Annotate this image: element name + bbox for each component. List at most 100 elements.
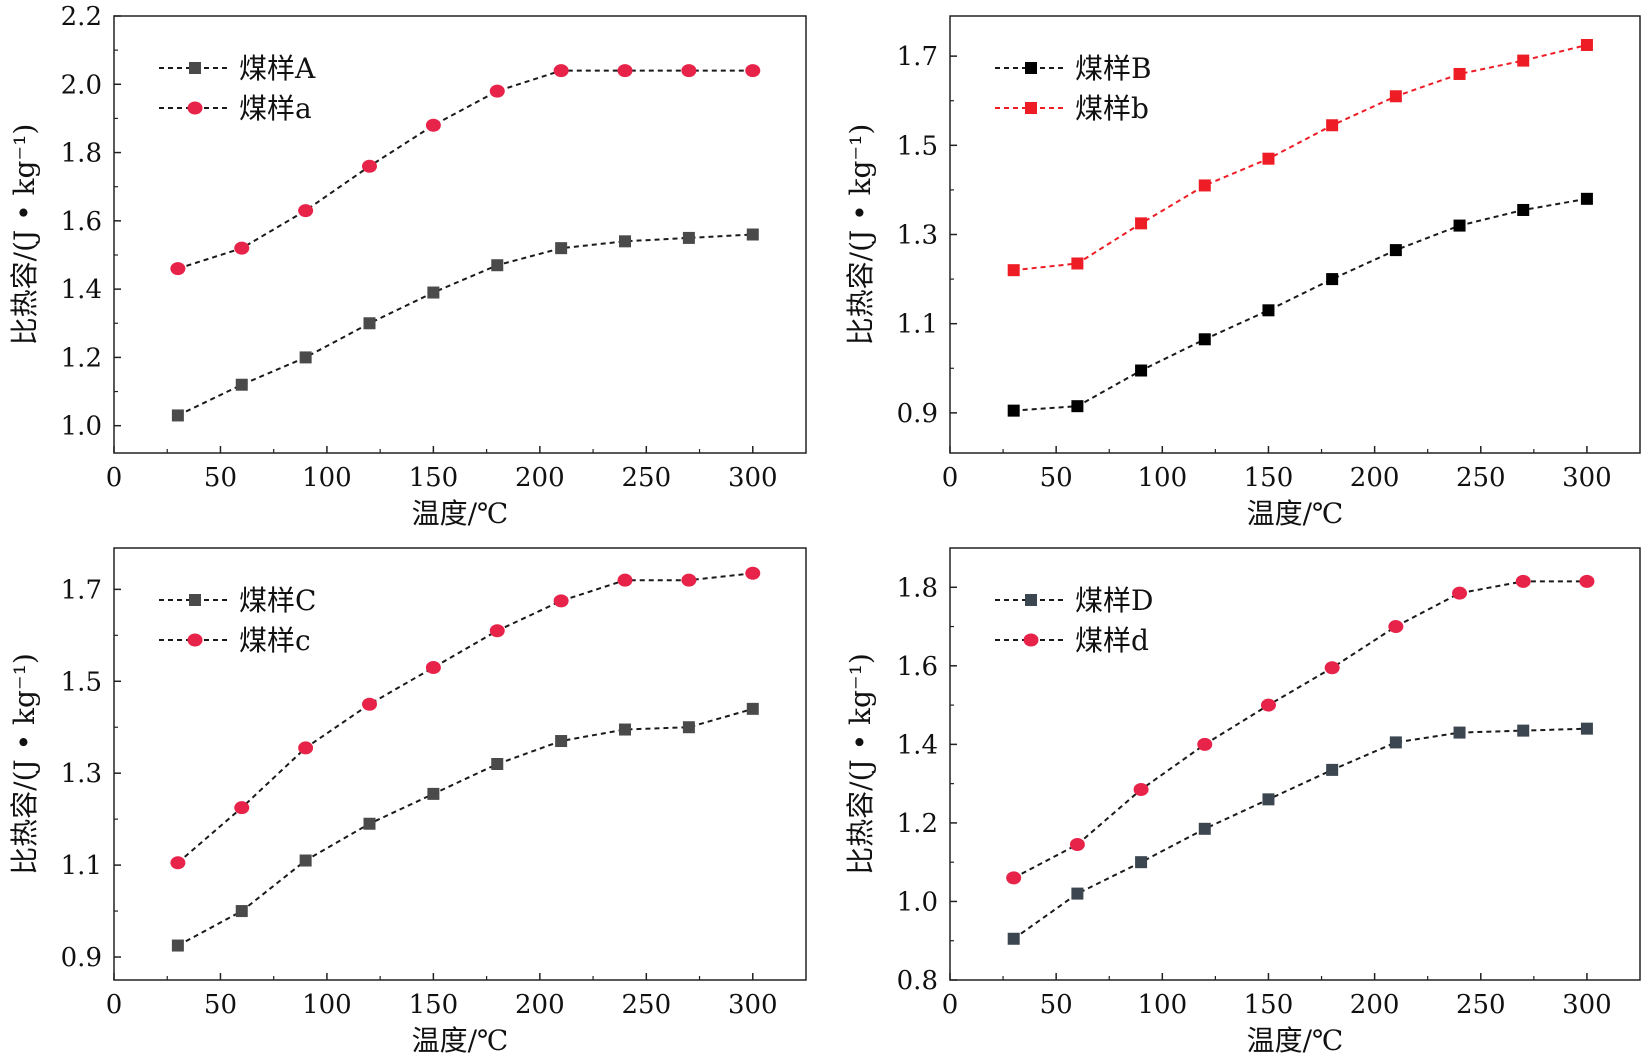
- data-point: [1262, 793, 1275, 806]
- data-point: [555, 242, 568, 255]
- y-axis-title: 比热容/(J • kg⁻¹): [8, 124, 41, 346]
- data-point: [299, 351, 312, 364]
- data-point: [553, 594, 569, 608]
- y-tick-label: 2.2: [61, 2, 102, 32]
- data-point: [1071, 887, 1084, 900]
- data-point: [1326, 119, 1339, 132]
- data-point: [1198, 822, 1211, 835]
- data-point: [1517, 203, 1530, 216]
- chart-panel-1: 0 50 100 150 200 250 300 1.0 1.2 1.4 1.6 1.8 2.0 2.2 温…: [8, 2, 807, 530]
- data-point: [1071, 257, 1084, 270]
- series-line: [177, 233, 753, 417]
- x-tick-label: 0: [106, 463, 123, 493]
- data-point: [171, 939, 184, 952]
- data-point: [1453, 67, 1466, 80]
- data-point: [1388, 620, 1404, 634]
- chart-panel-2: 0 50 100 150 200 250 300 0.9 1.1 1.3 1.5 1.7 温度/℃ 比热容…: [844, 15, 1641, 530]
- x-tick-label: 300: [1562, 990, 1612, 1020]
- y-tick-label: 1.7: [61, 575, 102, 605]
- y-axis-title: 比热容/(J • kg⁻¹): [844, 124, 877, 346]
- data-point: [682, 721, 695, 734]
- y-tick-label: 1.8: [897, 573, 938, 603]
- data-point: [1326, 763, 1339, 776]
- legend-marker: [189, 62, 201, 74]
- y-tick-label: 1.2: [61, 343, 102, 373]
- data-point: [489, 84, 505, 98]
- x-tick-label: 150: [1244, 463, 1294, 493]
- data-point: [746, 702, 759, 715]
- data-point: [1071, 400, 1084, 413]
- data-point: [1452, 586, 1468, 600]
- series-line: [177, 572, 753, 864]
- x-tick-label: 200: [1350, 990, 1400, 1020]
- x-tick-label: 250: [1456, 990, 1506, 1020]
- data-point: [298, 741, 314, 755]
- data-point: [1262, 152, 1275, 165]
- data-point: [489, 624, 505, 638]
- legend-marker: [189, 594, 201, 606]
- x-tick-label: 300: [1562, 463, 1612, 493]
- y-tick-label: 1.0: [61, 412, 102, 442]
- chart-panel-3: 0 50 100 150 200 250 300 0.9 1.1 1.3 1.5 1.7 温度/℃ 比热容…: [8, 547, 807, 1057]
- data-point: [1135, 217, 1148, 230]
- y-tick-label: 0.9: [897, 399, 938, 429]
- data-point: [1580, 722, 1593, 735]
- data-point: [1453, 219, 1466, 232]
- data-point: [1135, 364, 1148, 377]
- data-point: [617, 573, 633, 587]
- data-point: [235, 378, 248, 391]
- data-point: [170, 856, 186, 870]
- data-point: [1260, 698, 1276, 712]
- data-point: [745, 566, 761, 580]
- data-point: [1198, 179, 1211, 192]
- data-point: [425, 118, 441, 132]
- legend-label: 煤样b: [1075, 92, 1149, 125]
- data-point: [1580, 38, 1593, 51]
- x-tick-label: 200: [515, 463, 565, 493]
- y-tick-label: 1.6: [61, 207, 102, 237]
- data-point: [682, 231, 695, 244]
- legend-label: 煤样C: [239, 584, 316, 617]
- plot-frame: [113, 15, 807, 454]
- data-point: [1324, 661, 1340, 675]
- legend-marker: [187, 101, 203, 115]
- x-axis-title: 温度/℃: [412, 1024, 509, 1057]
- x-tick-label: 0: [106, 990, 123, 1020]
- data-point: [362, 159, 378, 173]
- legend-label: 煤样A: [239, 52, 316, 85]
- data-point: [1135, 856, 1148, 869]
- data-point: [553, 64, 569, 78]
- data-point: [681, 64, 697, 78]
- data-point: [425, 660, 441, 674]
- data-point: [362, 697, 378, 711]
- data-point: [1197, 737, 1213, 751]
- y-tick-label: 1.1: [61, 851, 102, 881]
- data-point: [1069, 838, 1085, 852]
- data-point: [1262, 304, 1275, 317]
- x-tick-label: 100: [1137, 990, 1187, 1020]
- y-tick-label: 1.3: [897, 221, 938, 251]
- x-tick-label: 150: [409, 990, 459, 1020]
- data-point: [234, 801, 250, 815]
- x-tick-label: 100: [302, 463, 352, 493]
- legend-label: 煤样c: [239, 624, 311, 657]
- legend-label: 煤样D: [1075, 584, 1153, 617]
- x-tick-label: 150: [1244, 990, 1294, 1020]
- y-tick-label: 0.9: [61, 943, 102, 973]
- y-tick-label: 1.5: [897, 131, 938, 161]
- data-point: [299, 854, 312, 867]
- chart-panel-4: 0 50 100 150 200 250 300 0.8 1.0 1.2 1.4 1.6 1.8 温度/℃…: [844, 547, 1641, 1057]
- data-point: [746, 228, 759, 241]
- data-point: [1007, 932, 1020, 945]
- data-point: [1389, 90, 1402, 103]
- data-point: [298, 204, 314, 218]
- data-point: [1517, 54, 1530, 67]
- series-line: [177, 707, 754, 947]
- y-tick-label: 1.4: [897, 730, 938, 760]
- x-tick-label: 300: [728, 990, 778, 1020]
- data-point: [235, 905, 248, 918]
- series-line: [1013, 727, 1587, 940]
- x-tick-label: 250: [621, 990, 671, 1020]
- data-point: [427, 787, 440, 800]
- plot-frame: [113, 547, 807, 981]
